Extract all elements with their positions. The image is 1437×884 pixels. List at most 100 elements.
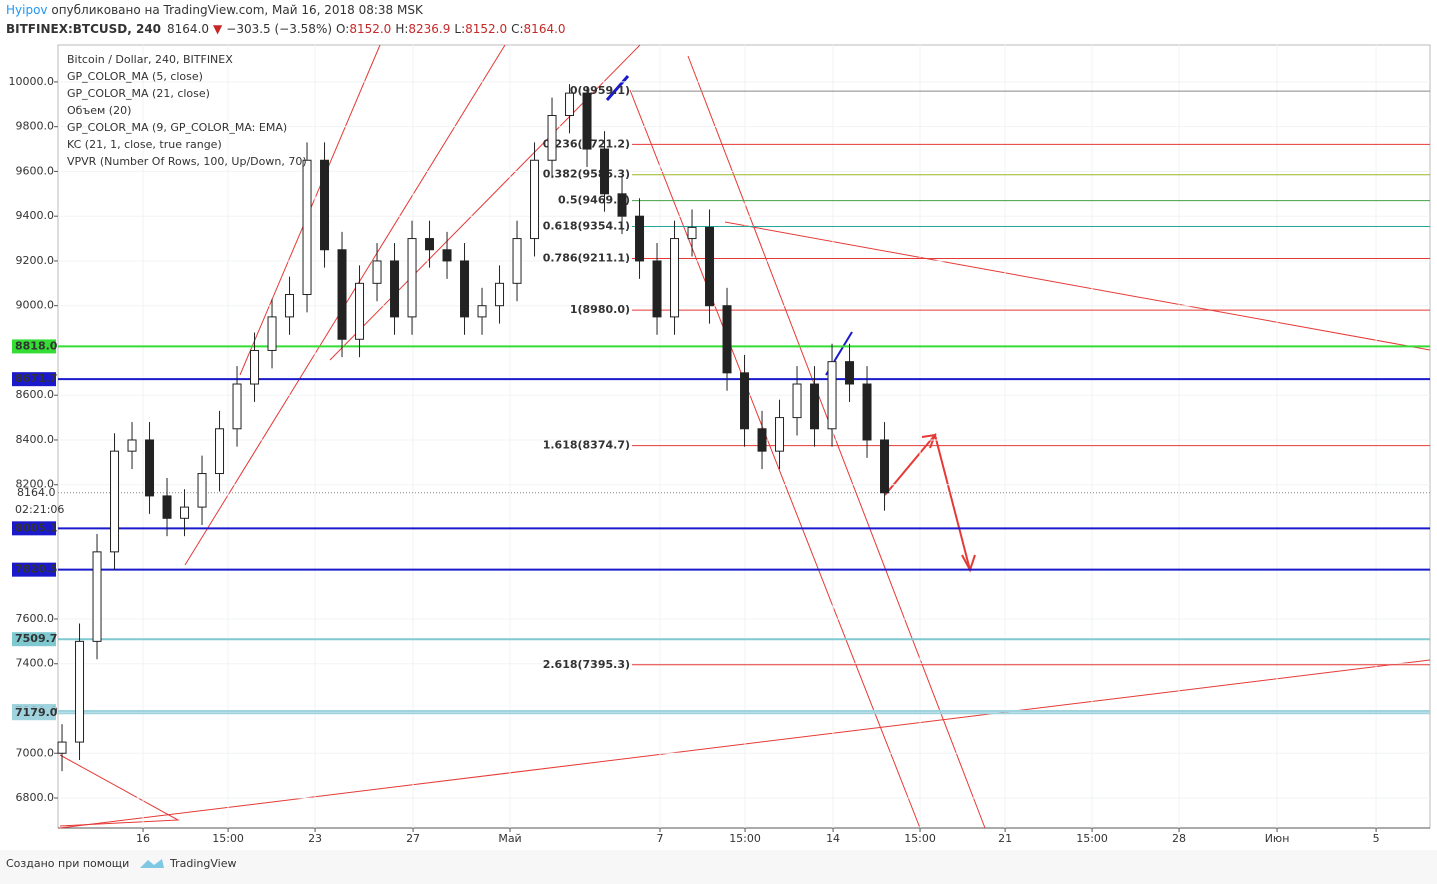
candle-body	[320, 159, 330, 251]
candle-body	[652, 260, 662, 318]
price-badge-label: 8818.0	[15, 339, 58, 352]
x-tick-label: 27	[406, 832, 420, 845]
y-tick-label: 8600.0	[16, 388, 55, 401]
trend-line	[629, 89, 921, 829]
candle-body	[722, 305, 732, 374]
candle-body	[92, 551, 102, 642]
blue-marker	[605, 75, 630, 101]
candle-body	[582, 92, 592, 150]
y-tick-label: 8400.0	[16, 433, 55, 446]
y-tick-label: 10000.0	[9, 75, 55, 88]
candle-body	[477, 305, 487, 318]
footer-text: Создано при помощи	[6, 857, 129, 870]
legend-entry: GP_COLOR_MA (9, GP_COLOR_MA: EMA)	[67, 121, 287, 134]
candle-body	[390, 260, 400, 318]
candle-body	[862, 383, 872, 441]
legend-entry: VPVR (Number Of Rows, 100, Up/Down, 70)	[67, 155, 307, 168]
plot: 10000.0 9800.0 9600.0 9400.0 9200.0 9000.0 860…	[9, 45, 1430, 845]
candle-body	[792, 383, 802, 419]
last-price-label: 8164.0	[17, 486, 56, 499]
trend-line	[724, 221, 1431, 351]
candle-body	[145, 439, 155, 497]
candle-body	[512, 238, 522, 284]
arrow-head	[921, 433, 937, 449]
price-badge	[12, 562, 56, 577]
candle-body	[57, 741, 67, 754]
candle-body	[215, 428, 225, 475]
x-tick-label: 15:00	[729, 832, 761, 845]
fib-label: 0(9959.1)	[570, 84, 630, 97]
logo	[140, 859, 164, 868]
candle-body	[460, 260, 470, 318]
candle-body	[775, 417, 785, 452]
candle-body	[302, 159, 312, 296]
footer-bar	[0, 850, 1437, 884]
triangle	[59, 754, 180, 827]
x-tick-label: 7	[657, 832, 664, 845]
price-badge	[12, 339, 56, 354]
arrow: ▼	[213, 22, 223, 36]
c: 8164.0	[524, 22, 566, 36]
symbol: BITFINEX:BTCUSD, 240	[6, 22, 161, 36]
trend-line	[687, 55, 986, 829]
author[interactable]: Hyipov	[6, 3, 48, 17]
price-badge	[12, 521, 56, 536]
y-tick-label: 9600.0	[16, 164, 55, 177]
candle-body	[355, 282, 365, 340]
x-tick-label: 14	[826, 832, 840, 845]
x-tick-label: 15:00	[904, 832, 936, 845]
published: опубликовано на TradingView.com, Май 16,…	[48, 3, 424, 17]
candle-body	[267, 316, 277, 351]
price-badge	[12, 706, 56, 721]
header-line: Hyipov опубликовано на TradingView.com, …	[6, 3, 424, 17]
candle-body	[880, 439, 890, 494]
change: −303.5 (−3.58%)	[226, 22, 332, 36]
candle-body	[845, 361, 855, 385]
fib-label: 0.786(9211.1)	[543, 251, 630, 264]
candle-body	[197, 473, 207, 508]
o: 8152.0	[349, 22, 391, 36]
fib-label: 0.618(9354.1)	[543, 219, 630, 232]
candle-body	[75, 640, 85, 743]
y-tick-label: 9200.0	[16, 254, 55, 267]
o-label: O:	[336, 22, 349, 36]
fib-label: 1(8980.0)	[570, 303, 630, 316]
y-tick-label: 9000.0	[16, 299, 55, 312]
footer-brand[interactable]: TradingView	[169, 857, 236, 870]
x-tick-label: Май	[498, 832, 521, 845]
candle-body	[617, 193, 627, 217]
h-label: H:	[395, 22, 408, 36]
y-tick-label: 7000.0	[16, 746, 55, 759]
candle-body	[687, 226, 697, 240]
price-badge	[12, 632, 56, 647]
c-label: C:	[511, 22, 523, 36]
legend: Bitcoin / Dollar, 240, BITFINEX GP_COLOR…	[67, 53, 307, 168]
y-tick-label: 7400.0	[16, 657, 55, 670]
x-tick-label: Июн	[1265, 832, 1290, 845]
x-tick-label: 15:00	[1076, 832, 1108, 845]
candle-body	[110, 450, 120, 553]
candle-body	[127, 439, 137, 452]
legend-entry: GP_COLOR_MA (21, close)	[67, 87, 210, 100]
legend-entry: Объем (20)	[67, 104, 131, 117]
candle-body	[635, 215, 645, 262]
last: 8164.0	[167, 22, 209, 36]
price-badge-label: 7820.5	[15, 563, 57, 576]
candle-body	[705, 226, 715, 307]
candle-body	[547, 114, 557, 161]
candle-body	[757, 428, 767, 452]
candle-body	[827, 361, 837, 430]
x-tick-label: 23	[308, 832, 322, 845]
candle-body	[442, 249, 452, 262]
timer: 02:21:06	[15, 503, 64, 516]
x-tick-label: 15:00	[212, 832, 244, 845]
price-badge	[12, 372, 56, 387]
candle-body	[232, 383, 242, 430]
y-tick-label: 9400.0	[16, 209, 55, 222]
x-tick-label: 16	[136, 832, 150, 845]
x-tick-label: 21	[998, 832, 1012, 845]
fib-label: 1.618(8374.7)	[543, 439, 630, 452]
x-tick-label: 28	[1172, 832, 1186, 845]
